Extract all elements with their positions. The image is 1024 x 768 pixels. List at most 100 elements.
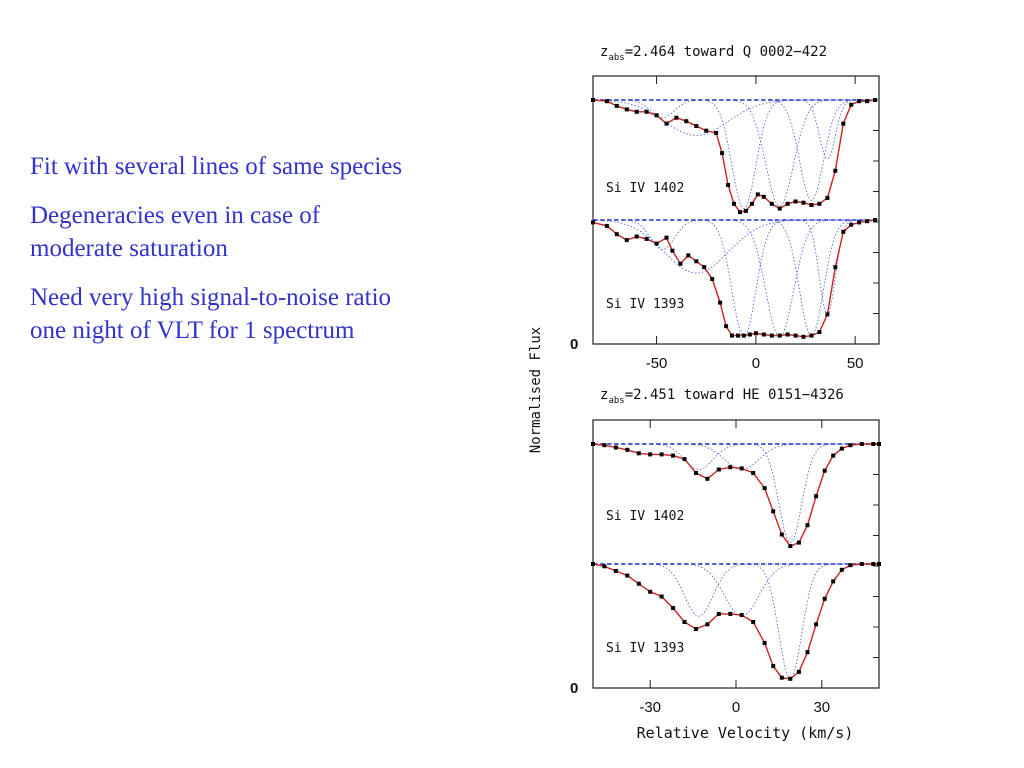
data-point <box>624 238 629 243</box>
chart-top-ticks <box>656 76 879 344</box>
data-point <box>785 332 790 337</box>
data-point <box>732 201 736 206</box>
data-point <box>743 208 748 213</box>
data-point <box>833 168 838 173</box>
data-point <box>738 210 742 215</box>
component-profile <box>593 563 879 617</box>
data-point <box>822 468 827 473</box>
data-point <box>654 241 659 246</box>
data-point <box>671 453 676 458</box>
data-point <box>769 333 774 338</box>
data-point <box>779 675 784 680</box>
bullet-line: moderate saturation <box>30 235 228 262</box>
data-point <box>664 235 669 240</box>
data-point <box>805 650 810 655</box>
data-point <box>761 194 766 199</box>
data-point <box>859 562 864 566</box>
data-point <box>686 253 691 258</box>
data-point <box>614 232 619 237</box>
chart-top-panel-1393 <box>591 218 879 339</box>
bullet-signal-to-noise: Need very high signal-to-noise ratio one… <box>30 281 550 347</box>
data-point <box>648 452 653 457</box>
data-point <box>825 312 830 317</box>
data-point <box>694 627 698 631</box>
data-point <box>604 223 609 228</box>
data-point <box>625 573 630 578</box>
data-point <box>648 589 653 594</box>
model-fit-line <box>592 563 879 680</box>
data-point <box>670 248 675 253</box>
bullet-list: Fit with several lines of same species D… <box>30 150 550 363</box>
data-point <box>736 333 740 338</box>
chart-top-panel-1402 <box>591 98 879 215</box>
data-point <box>865 99 870 104</box>
data-point <box>873 218 877 222</box>
chart-bottom-y-zero-label: 0 <box>570 680 578 697</box>
data-point <box>636 451 641 456</box>
data-point <box>839 567 844 572</box>
data-point <box>684 119 689 124</box>
y-axis-label: Normalised Flux <box>528 327 544 453</box>
component-profile <box>593 219 879 274</box>
data-point <box>831 579 836 584</box>
data-point <box>747 332 752 337</box>
data-point <box>796 540 801 545</box>
x-tick-label: -30 <box>639 699 661 716</box>
data-point <box>674 115 679 120</box>
bullet-fit-several-lines: Fit with several lines of same species <box>30 150 550 183</box>
data-point <box>755 192 760 197</box>
data-point <box>694 124 699 128</box>
data-point <box>859 442 864 446</box>
component-profile <box>593 563 879 680</box>
data-point <box>848 563 853 568</box>
data-point <box>793 333 798 338</box>
chart-bottom-panel-1402 <box>591 442 881 549</box>
data-point <box>741 333 746 338</box>
data-point <box>849 222 854 227</box>
data-point <box>659 594 664 599</box>
data-point <box>714 131 719 135</box>
data-point <box>809 203 814 207</box>
bullet-line: Need very high signal-to-noise ratio <box>30 284 392 311</box>
chart-top-y-zero-label: 0 <box>570 336 578 353</box>
model-fit-line <box>592 443 879 547</box>
data-point <box>724 324 729 329</box>
chart-top-title: zabs=2.464 toward Q 0002−422 <box>600 44 827 63</box>
data-point <box>761 332 766 337</box>
component-profile <box>593 99 879 207</box>
chart-top-panel-1402-label: Si IV 1402 <box>606 181 684 196</box>
data-point <box>771 509 776 514</box>
data-point <box>710 277 715 281</box>
component-profile <box>593 563 879 617</box>
data-point <box>720 151 725 156</box>
data-point <box>634 109 639 114</box>
chart-top-frame <box>592 75 880 345</box>
x-axis-label: Relative Velocity (km/s) <box>637 724 854 742</box>
data-point <box>753 331 758 336</box>
data-point <box>871 442 876 446</box>
data-point <box>877 442 881 446</box>
chart-bottom-panel-1402-label: Si IV 1402 <box>606 509 684 524</box>
component-profile <box>593 219 879 338</box>
data-point <box>785 201 790 206</box>
data-point <box>877 562 881 566</box>
data-point <box>788 544 793 549</box>
data-point <box>831 453 836 458</box>
data-point <box>614 103 619 108</box>
data-point <box>814 622 819 627</box>
chart-top-x-tick-labels: -50 0 50 <box>646 355 864 372</box>
data-point <box>625 447 630 452</box>
data-point <box>769 201 774 206</box>
data-point <box>624 107 629 112</box>
data-point <box>702 265 707 270</box>
data-point <box>817 330 822 335</box>
data-point <box>849 102 854 107</box>
data-point <box>739 613 744 617</box>
data-point <box>602 443 607 448</box>
data-point <box>762 486 767 491</box>
data-point <box>762 640 767 645</box>
data-point <box>664 121 669 126</box>
data-point <box>613 445 618 450</box>
component-profile <box>593 219 879 337</box>
data-point <box>730 333 734 338</box>
